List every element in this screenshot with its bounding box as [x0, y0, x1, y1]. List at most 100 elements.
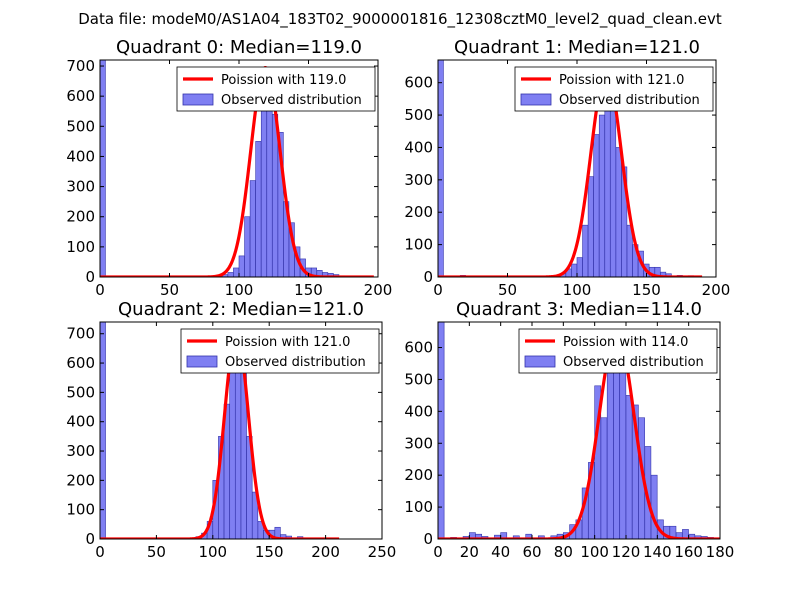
histogram-bar [598, 114, 605, 277]
x-tick-label: 180 [706, 543, 735, 561]
x-tick-label: 200 [311, 543, 340, 561]
y-tick-label: 300 [66, 178, 95, 196]
histogram-bar [233, 267, 240, 277]
y-tick-label: 0 [85, 530, 95, 548]
legend: Poission with 121.0 Observed distribution [180, 328, 380, 374]
histogram-bar [266, 107, 273, 277]
histogram-bar [100, 60, 106, 277]
chart-panel-1: Quadrant 1: Median=121.0 0 50 100 150 200 0 100… [404, 37, 730, 299]
y-tick-label: 600 [66, 354, 95, 372]
histogram-bar [576, 257, 583, 277]
y-tick-label: 100 [66, 238, 95, 256]
y-tick-label: 300 [404, 434, 433, 452]
y-tick-label: 200 [66, 471, 95, 489]
chart-title: Quadrant 0: Median=119.0 [116, 37, 362, 58]
y-tick-label: 700 [66, 325, 95, 343]
legend-bar-swatch [186, 355, 218, 368]
x-tick-label: 150 [294, 281, 323, 299]
y-tick-label: 200 [404, 203, 433, 221]
x-tick-label: 80 [554, 543, 573, 561]
legend: Poission with 119.0 Observed distribution [176, 66, 376, 112]
histogram-bar [274, 526, 281, 539]
chart-panel-2: Quadrant 2: Median=121.0 0 50 100 150 200 250 0… [66, 299, 396, 561]
x-tick-label: 100 [225, 281, 254, 299]
x-tick-label: 150 [255, 543, 284, 561]
y-tick-label: 400 [66, 413, 95, 431]
histogram-bar [244, 216, 251, 277]
legend-bar-label: Observed distribution [225, 355, 366, 370]
legend: Poission with 121.0 Observed distribution [514, 66, 714, 112]
histogram-bar [438, 322, 445, 539]
y-tick-label: 100 [404, 498, 433, 516]
histogram-bar [227, 272, 234, 277]
legend-bar-label: Observed distribution [221, 93, 362, 108]
y-tick-label: 200 [404, 466, 433, 484]
x-tick-label: 50 [147, 543, 166, 561]
x-tick-label: 20 [460, 543, 479, 561]
figure-suptitle: Data file: modeM0/AS1A04_183T02_90000018… [78, 10, 722, 29]
histogram-bar [249, 180, 256, 277]
y-tick-label: 500 [66, 117, 95, 135]
histogram-bar [272, 113, 279, 277]
y-tick-label: 500 [404, 370, 433, 388]
y-tick-label: 400 [404, 138, 433, 156]
legend-line-label: Poission with 121.0 [559, 73, 684, 88]
chart-title: Quadrant 1: Median=121.0 [454, 37, 700, 58]
histogram-bar [100, 322, 106, 539]
legend-bar-label: Observed distribution [559, 93, 700, 108]
histogram-bar [650, 474, 658, 539]
histogram-bar [613, 359, 620, 539]
axes-frame [437, 321, 721, 540]
x-tick-label: 60 [522, 543, 541, 561]
histogram-bar [255, 141, 262, 277]
x-tick-label: 140 [643, 543, 672, 561]
y-tick-label: 200 [66, 208, 95, 226]
y-tick-label: 300 [66, 442, 95, 460]
legend: Poission with 114.0 Observed distribution [518, 328, 718, 374]
legend-line-label: Poission with 114.0 [563, 335, 688, 350]
y-tick-label: 700 [66, 57, 95, 75]
panels: Quadrant 0: Median=119.00 50 100 150 2000100… [66, 37, 734, 561]
y-tick-label: 400 [66, 147, 95, 165]
y-tick-label: 0 [423, 530, 433, 548]
histogram-bar [615, 147, 622, 277]
y-tick-label: 600 [404, 339, 433, 357]
histogram-bar [571, 263, 578, 277]
legend-line-label: Poission with 119.0 [221, 73, 346, 88]
histogram-bar [593, 134, 600, 277]
chart-panel-3: Quadrant 3: Median=114.00 20 40 60 80 100 120 1… [404, 299, 734, 561]
histogram-bar [625, 395, 633, 539]
histogram-bar [229, 356, 236, 539]
legend-bar-label: Observed distribution [563, 355, 704, 370]
x-tick-label: 200 [364, 281, 393, 299]
histogram-bar [610, 95, 617, 277]
axes-frame [99, 321, 383, 540]
y-tick-label: 600 [404, 74, 433, 92]
x-tick-label: 0 [433, 281, 443, 299]
x-tick-label: 160 [674, 543, 703, 561]
x-tick-label: 100 [198, 543, 227, 561]
histogram-bar [260, 95, 267, 277]
y-tick-label: 100 [66, 501, 95, 519]
x-tick-label: 40 [491, 543, 510, 561]
legend-line-label: Poission with 121.0 [225, 335, 350, 350]
y-tick-label: 500 [66, 383, 95, 401]
poisson-fit-line [438, 70, 704, 277]
x-tick-label: 150 [632, 281, 661, 299]
x-tick-label: 200 [702, 281, 731, 299]
y-tick-label: 400 [404, 402, 433, 420]
x-tick-label: 100 [580, 543, 609, 561]
chart-title: Quadrant 2: Median=121.0 [118, 299, 364, 320]
histogram-bar [582, 224, 589, 277]
x-tick-label: 50 [160, 281, 179, 299]
chart-title: Quadrant 3: Median=114.0 [456, 299, 702, 320]
y-tick-label: 100 [404, 236, 433, 254]
y-tick-label: 0 [85, 268, 95, 286]
x-tick-label: 120 [612, 543, 641, 561]
y-tick-label: 500 [404, 106, 433, 124]
histogram-bar [600, 417, 608, 539]
y-tick-label: 600 [66, 87, 95, 105]
histogram-bar [438, 60, 444, 277]
poisson-fit-line [438, 330, 720, 539]
